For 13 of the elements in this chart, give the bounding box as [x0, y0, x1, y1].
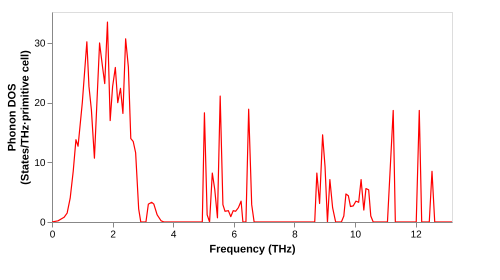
x-tick-label: 12: [410, 230, 422, 240]
x-tick-label: 0: [50, 230, 56, 240]
y-axis-title: Phonon DOS (States/THz·primitive cell): [6, 50, 32, 185]
y-tick-label: 10: [34, 158, 46, 169]
x-tick-label: 8: [292, 230, 298, 240]
y-tick-label: 20: [34, 98, 46, 110]
x-tick-label: 6: [232, 230, 238, 240]
x-tick-label: 2: [110, 230, 116, 240]
y-tick-label: 30: [34, 38, 46, 50]
x-axis-title: Frequency (THz): [209, 244, 296, 256]
x-tick-label: 10: [350, 230, 362, 240]
x-tick-label: 4: [170, 230, 177, 240]
y-tick-label: 0: [40, 218, 46, 228]
